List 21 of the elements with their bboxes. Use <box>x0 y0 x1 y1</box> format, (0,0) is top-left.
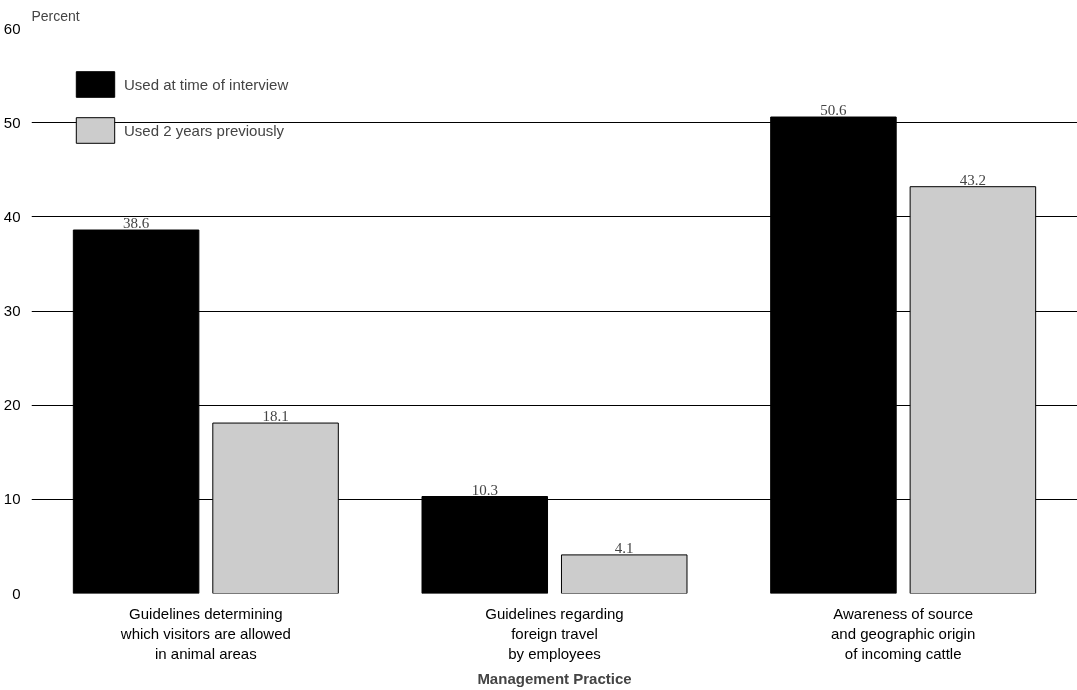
y-tick-label: 20 <box>3 396 21 414</box>
data-label: 43.2 <box>959 171 987 188</box>
data-label: 18.1 <box>262 408 289 425</box>
x-tick-label: Awareness of source and geographic origin of incoming cattle <box>831 604 976 663</box>
data-label: 4.1 <box>614 539 634 556</box>
data-label: 10.3 <box>471 481 498 498</box>
y-tick-label: 0 <box>12 584 21 602</box>
y-tick-label: 50 <box>3 113 21 131</box>
x-tick-label: Guidelines determining which visitors are allowed in animal areas <box>119 604 291 663</box>
legend-label: Used at time of interview <box>124 75 289 93</box>
x-axis-title: Management Practice <box>477 670 632 688</box>
bar <box>560 554 688 594</box>
y-axis-title: Percent <box>31 7 80 24</box>
y-tick-label: 60 <box>3 19 21 37</box>
data-label: 38.6 <box>122 215 150 232</box>
y-tick-label: 40 <box>3 207 21 225</box>
legend-label: Used 2 years previously <box>124 121 285 139</box>
y-tick-label: 10 <box>3 490 21 508</box>
x-tick-label: Guidelines regarding foreign travel by employees <box>485 604 624 663</box>
y-tick-label: 30 <box>3 302 21 319</box>
data-label: 50.6 <box>820 102 848 119</box>
